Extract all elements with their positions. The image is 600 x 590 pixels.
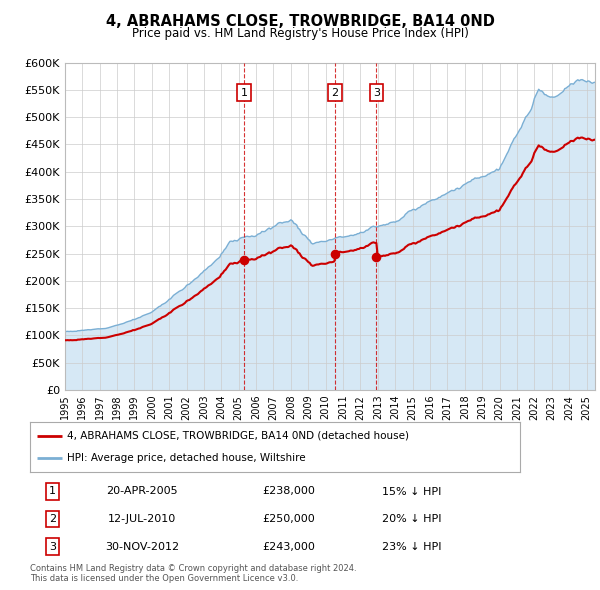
Text: 1: 1 <box>241 87 247 97</box>
Text: 2: 2 <box>49 514 56 524</box>
Text: HPI: Average price, detached house, Wiltshire: HPI: Average price, detached house, Wilt… <box>67 453 305 463</box>
Text: £250,000: £250,000 <box>262 514 315 524</box>
Text: 2: 2 <box>331 87 338 97</box>
Point <box>371 253 381 262</box>
Point <box>239 255 249 265</box>
Text: 1: 1 <box>49 487 56 496</box>
Text: 12-JUL-2010: 12-JUL-2010 <box>108 514 176 524</box>
Point <box>330 249 340 258</box>
Text: 4, ABRAHAMS CLOSE, TROWBRIDGE, BA14 0ND (detached house): 4, ABRAHAMS CLOSE, TROWBRIDGE, BA14 0ND … <box>67 431 409 441</box>
Text: Price paid vs. HM Land Registry's House Price Index (HPI): Price paid vs. HM Land Registry's House … <box>131 27 469 40</box>
Text: 23% ↓ HPI: 23% ↓ HPI <box>382 542 442 552</box>
Text: 3: 3 <box>49 542 56 552</box>
Text: £243,000: £243,000 <box>262 542 315 552</box>
Text: 20-APR-2005: 20-APR-2005 <box>107 487 178 496</box>
Text: 15% ↓ HPI: 15% ↓ HPI <box>382 487 442 496</box>
Text: 3: 3 <box>373 87 380 97</box>
Text: Contains HM Land Registry data © Crown copyright and database right 2024.
This d: Contains HM Land Registry data © Crown c… <box>30 563 356 583</box>
Text: 20% ↓ HPI: 20% ↓ HPI <box>382 514 442 524</box>
Text: 4, ABRAHAMS CLOSE, TROWBRIDGE, BA14 0ND: 4, ABRAHAMS CLOSE, TROWBRIDGE, BA14 0ND <box>106 14 494 29</box>
Text: £238,000: £238,000 <box>262 487 315 496</box>
Text: 30-NOV-2012: 30-NOV-2012 <box>106 542 179 552</box>
